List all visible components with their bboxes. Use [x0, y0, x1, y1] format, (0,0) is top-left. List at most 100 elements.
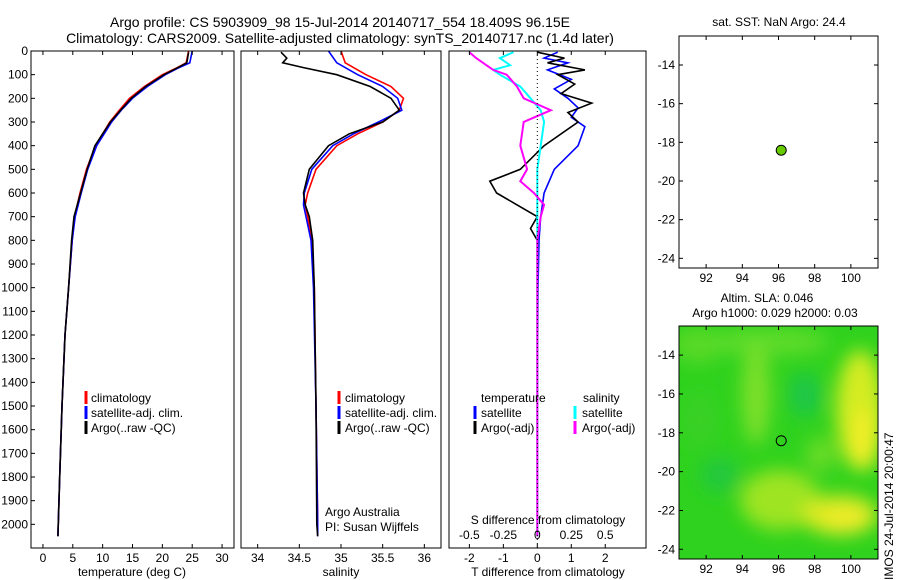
temperature-series-climatology	[57, 51, 190, 537]
sst-map-axes: 92 94 96 98 100 -14 -16 -18 -20 -22 -24	[658, 36, 878, 285]
y-tick-label: -20	[658, 465, 676, 479]
difference-x-axis: -2 -1 0 1 2	[464, 51, 609, 565]
legend-label-satellite: satellite-adj. clim.	[345, 406, 437, 420]
salinity-legend: climatology satellite-adj. clim. Argo(..…	[337, 391, 437, 435]
y-tick-label: 1400	[1, 375, 28, 389]
sst-map-panel: sat. SST: NaN Argo: 24.4 92 94 96 98 100 -14 -…	[658, 15, 879, 285]
sla-map-title-line1: Altim. SLA: 0.046	[721, 291, 814, 305]
temperature-panel: 0100200300400500600700800900100011001200…	[1, 44, 235, 579]
y-tick-label: 400	[8, 139, 28, 153]
y-tick-label: -24	[658, 542, 676, 556]
depth-axis: 0 100 200 300 400 500 600 700 800 900 1000 1100 1200…	[1, 44, 35, 531]
x-tick-label: 92	[699, 271, 713, 285]
salinity-panel: 34 34.5 35 35.5 36 salinity climatology sate…	[240, 50, 442, 579]
y-tick-label: 500	[8, 162, 28, 176]
x-tick-label: 15	[126, 551, 140, 565]
x-tick-label: 36	[418, 551, 432, 565]
x-tick-label: 35.5	[371, 551, 395, 565]
difference-top-label: S difference from climatology	[471, 513, 626, 527]
s-tick-label: 0.25	[560, 528, 584, 542]
y-tick-label: -14	[658, 58, 676, 72]
temperature-lines	[57, 51, 193, 537]
legend-label-climatology: climatology	[345, 391, 405, 405]
header-title-line2: Climatology: CARS2009. Satellite-adjuste…	[66, 30, 614, 46]
x-tick-label: 1	[568, 551, 575, 565]
x-tick-label: 94	[736, 271, 750, 285]
salinity-lines	[280, 51, 405, 537]
y-tick-label: 1500	[1, 399, 28, 413]
salinity-series-satellite-adj-clim-	[302, 51, 403, 537]
y-tick-label: 1300	[1, 352, 28, 366]
sla-map-points	[775, 435, 787, 447]
y-tick-label: 1600	[1, 423, 28, 437]
difference-panel: -2 -1 0 1 2 S difference from climatology -0…	[448, 50, 647, 579]
sla-map-panel: Altim. SLA: 0.046 Argo h1000: 0.029 h200…	[658, 291, 896, 580]
y-tick-label: 700	[8, 210, 28, 224]
x-tick-label: 5	[69, 551, 76, 565]
y-tick-label: 800	[8, 233, 28, 247]
y-tick-label: -20	[658, 174, 676, 188]
legend-label-argo: Argo(..raw -QC)	[345, 421, 430, 435]
legend-label-t-argo: Argo(-adj)	[481, 421, 534, 435]
x-tick-label: 94	[736, 562, 750, 576]
s-tick-label: 0	[534, 528, 541, 542]
argo-position-marker	[775, 435, 787, 447]
x-tick-label: 34.5	[288, 551, 312, 565]
y-tick-label: -16	[658, 387, 676, 401]
difference-xlabel: T difference from climatology	[471, 565, 625, 579]
y-tick-label: 1200	[1, 328, 28, 342]
x-tick-label: 100	[841, 562, 861, 576]
x-tick-label: 10	[96, 551, 110, 565]
s-tick-label: -0.25	[490, 528, 518, 542]
x-tick-label: 0	[40, 551, 47, 565]
legend-label-climatology: climatology	[91, 391, 151, 405]
salinity-series-argo-raw-qc-	[280, 51, 401, 537]
y-tick-label: 2000	[1, 517, 28, 531]
x-tick-label: 35	[334, 551, 348, 565]
sla-map-title-line2: Argo h1000: 0.029 h2000: 0.03	[692, 306, 858, 320]
salinity-series-climatology	[304, 51, 405, 537]
legend-label-argo: Argo(..raw -QC)	[91, 421, 176, 435]
y-tick-label: 200	[8, 91, 28, 105]
temperature-x-axis: 0 5 10 15 20 25 30	[40, 51, 229, 565]
difference-lines	[468, 51, 595, 537]
legend-label-t-satellite: satellite	[481, 406, 522, 420]
x-tick-label: 0	[534, 551, 541, 565]
x-tick-label: 34	[251, 551, 265, 565]
imos-stamp: IMOS 24-Jul-2014 20:00:47	[882, 432, 896, 580]
legend-label-s-argo: Argo(-adj)	[582, 421, 635, 435]
x-tick-label: 25	[186, 551, 200, 565]
y-tick-label: 1100	[2, 304, 28, 318]
temperature-legend: climatology satellite-adj. clim. Argo(..…	[84, 391, 183, 435]
sst-map-title: sat. SST: NaN Argo: 24.4	[712, 15, 846, 29]
y-tick-label: 0	[21, 44, 28, 58]
x-tick-label: 96	[772, 271, 786, 285]
y-tick-label: 1900	[1, 494, 28, 508]
difference-axes-frame	[448, 50, 647, 549]
x-tick-label: 30	[215, 551, 229, 565]
x-tick-label: 96	[772, 562, 786, 576]
s-tick-label: -0.5	[459, 528, 480, 542]
salinity-difference-axis: -0.5 -0.25 0 0.25 0.5	[459, 528, 614, 542]
y-tick-label: -18	[658, 426, 676, 440]
y-tick-label: 900	[8, 257, 28, 271]
salinity-x-axis: 34 34.5 35 35.5 36	[251, 51, 431, 565]
x-tick-label: 98	[808, 271, 822, 285]
x-tick-label: -2	[464, 551, 475, 565]
temperature-xlabel: temperature (deg C)	[78, 565, 186, 579]
y-tick-label: 1000	[1, 281, 28, 295]
legend-label-s-satellite: satellite	[582, 406, 623, 420]
legend-title-temperature: temperature	[481, 391, 546, 405]
temperature-axes-frame	[30, 50, 235, 549]
salinity-axes-frame	[240, 50, 442, 549]
legend-label-satellite: satellite-adj. clim.	[91, 406, 183, 420]
y-tick-label: 100	[8, 68, 28, 82]
y-tick-label: -14	[658, 348, 676, 362]
y-tick-label: 300	[8, 115, 28, 129]
y-tick-label: 1800	[1, 470, 28, 484]
argo-position-marker	[775, 144, 787, 156]
y-tick-label: 1700	[1, 446, 28, 460]
temperature-series-argo-raw-qc-	[57, 52, 190, 537]
sla-heatmap	[679, 326, 878, 559]
float-institution: Argo Australia	[325, 505, 400, 519]
